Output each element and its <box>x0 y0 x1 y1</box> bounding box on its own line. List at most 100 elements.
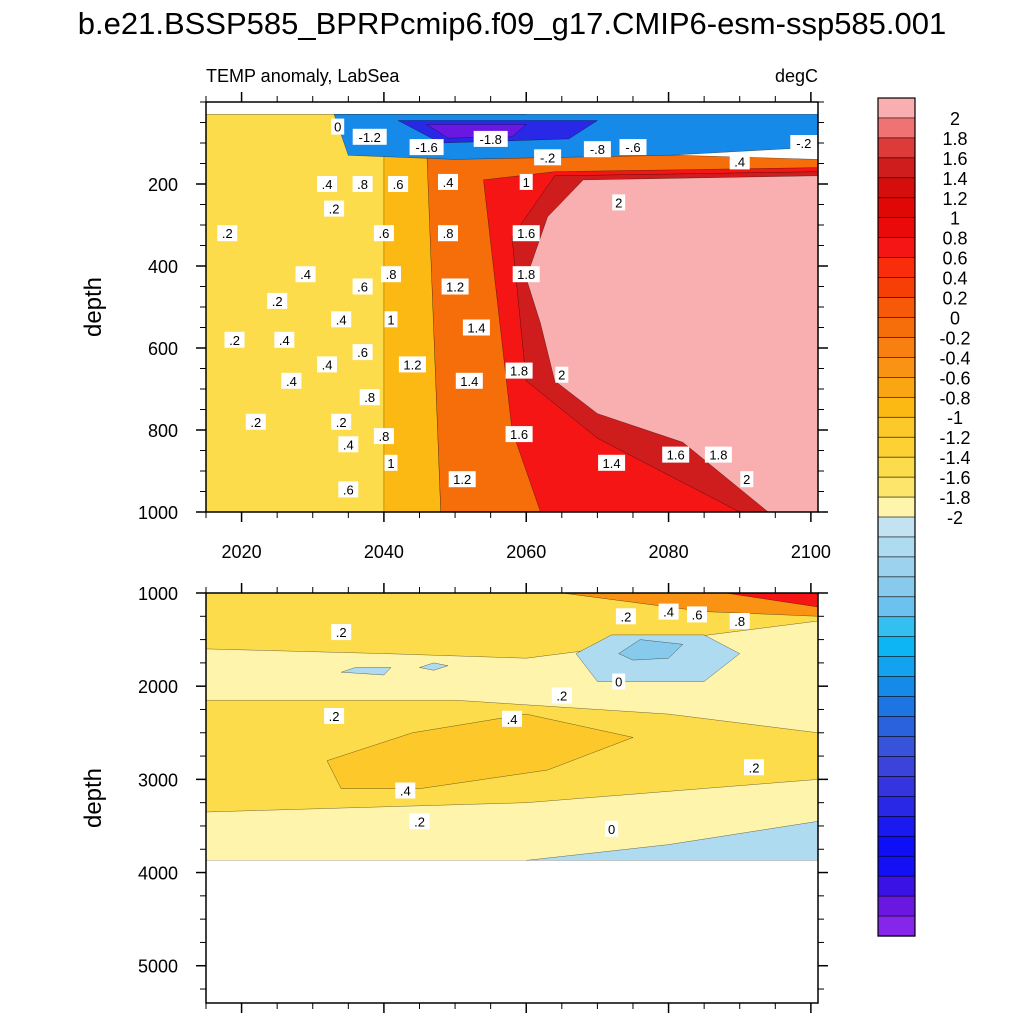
lower-panel: .2.4.6.8.20.2.2.4.2.4.2 0 100020003000400… <box>80 583 828 1013</box>
colorbar-swatch-31 <box>877 716 916 738</box>
colorbar-swatch-37 <box>877 835 916 857</box>
colorbar-label-9: 0.2 <box>942 289 967 309</box>
upper-x-tick-label-4: 2100 <box>791 542 831 562</box>
upper-contour-label-box-25 <box>267 292 288 309</box>
upper-contour-label-22: 1.8 <box>517 267 535 282</box>
upper-contour-label-38: .8 <box>364 390 375 405</box>
lower-region-3 <box>326 713 634 789</box>
upper-contour-label-box-20 <box>295 266 316 283</box>
upper-x-tick-label-0: 2020 <box>222 542 262 562</box>
upper-contour-label-box-47 <box>598 454 626 471</box>
upper-contour-label-box-6 <box>619 139 647 156</box>
upper-contour-label-box-19 <box>217 225 238 242</box>
lower-contour-label-box-2 <box>687 606 707 623</box>
lower-contour-label-0: .2 <box>620 609 631 624</box>
upper-contour-label-box-30 <box>274 331 295 348</box>
colorbar-label-14: -0.8 <box>939 388 970 408</box>
lower-region-9 <box>418 662 449 671</box>
lower-y-tick-label-0: 1000 <box>138 584 178 604</box>
upper-contour-label-31: .6 <box>357 345 368 360</box>
upper-contour-label-27: 1 <box>387 312 394 327</box>
upper-contour-label-box-15 <box>324 200 345 217</box>
lower-contour-label-box-3 <box>729 613 750 629</box>
lower-contour-label-12: 0 <box>608 822 615 837</box>
colorbar-swatch-40 <box>877 895 916 917</box>
upper-contour-label-28: 1.4 <box>467 321 485 336</box>
colorbar-swatch-19 <box>877 476 916 498</box>
upper-contour-labels: 0 -1.2 -1.6 -1.8 -.2 -.8 -.6 .4 -.2 .4 .8 .6 .4 1 2 .2.… <box>217 118 818 498</box>
colorbar-swatch-10 <box>877 297 916 319</box>
colorbar-swatch-32 <box>877 736 916 758</box>
upper-contour-label-8: -.2 <box>796 136 811 151</box>
upper-contour-label-0: 0 <box>334 120 341 135</box>
upper-contour-label-10: .8 <box>357 177 368 192</box>
upper-contour-label-6: -.6 <box>625 140 640 155</box>
upper-contour-label-box-26 <box>331 311 352 328</box>
upper-contour-label-box-12 <box>438 173 458 190</box>
lower-contour-label-8: .4 <box>507 712 518 727</box>
upper-y-tick-label-0: 200 <box>148 175 178 195</box>
colorbar-label-2: 1.6 <box>942 149 967 169</box>
colorbar-swatch-13 <box>877 357 916 378</box>
colorbar-swatch-39 <box>877 875 916 897</box>
colorbar-swatch-11 <box>877 317 916 339</box>
upper-contour-label-41: 1.6 <box>510 427 528 442</box>
upper-contour-label-30: .4 <box>279 333 290 348</box>
upper-contour-label-box-1 <box>352 128 387 145</box>
lower-contour-label-1: .4 <box>663 605 674 620</box>
lower-axes: 1000 2000 3000 4000 5000 <box>138 583 828 1013</box>
upper-contour-label-43: .4 <box>343 437 354 452</box>
colorbar-swatch-21 <box>877 516 916 538</box>
colorbar-swatch-5 <box>877 197 916 219</box>
upper-contour-label-50: .6 <box>343 482 354 497</box>
colorbar-swatch-35 <box>877 796 916 817</box>
colorbar-swatch-41 <box>877 915 916 937</box>
upper-contour-label-box-40 <box>331 413 352 430</box>
upper-contour-label-box-23 <box>352 278 373 295</box>
colorbar-swatch-4 <box>877 177 916 199</box>
upper-contour-label-box-8 <box>790 135 818 151</box>
upper-contour-label-box-13 <box>519 173 533 190</box>
upper-contour-label-box-32 <box>317 356 337 373</box>
lower-plot-frame <box>205 592 819 1004</box>
colorbar-swatch-12 <box>877 337 916 358</box>
upper-y-tick-label-1: 400 <box>148 257 178 277</box>
upper-contour-label-1: -1.2 <box>358 130 380 145</box>
colorbar-swatch-7 <box>877 237 916 259</box>
upper-x-tick-label-3: 2080 <box>649 542 689 562</box>
upper-contour-label-3: -1.8 <box>479 132 501 147</box>
upper-contour-label-box-29 <box>224 331 245 348</box>
lower-y-tick-label-4: 5000 <box>138 957 178 977</box>
upper-contour-label-box-16 <box>373 225 394 242</box>
lower-contour-label-3: .8 <box>734 614 745 629</box>
colorbar-label-15: -1 <box>947 408 963 428</box>
upper-contour-fills <box>206 114 818 512</box>
upper-x-tick-label-1: 2040 <box>364 542 404 562</box>
upper-contour-label-29: .2 <box>229 333 240 348</box>
upper-contour-label-4: -.2 <box>540 150 555 165</box>
lower-contour-label-box-7 <box>324 708 345 724</box>
upper-contour-label-box-37 <box>281 372 302 389</box>
upper-panel: TEMP anomaly, LabSea degC 0 -1.2 -1.6 -1.8 -… <box>80 66 831 562</box>
upper-contour-label-7: .4 <box>734 154 745 169</box>
lower-region-5 <box>725 593 818 608</box>
upper-contour-label-box-7 <box>729 153 750 170</box>
upper-contour-label-box-14 <box>612 194 626 211</box>
lower-contour-label-box-12 <box>605 820 619 837</box>
upper-contour-label-box-45 <box>704 446 732 463</box>
colorbar-swatch-24 <box>877 576 916 598</box>
upper-contour-label-box-18 <box>512 225 540 242</box>
upper-contour-label-box-31 <box>352 344 373 361</box>
colorbar-swatch-2 <box>877 137 916 159</box>
colorbar-swatch-30 <box>877 696 916 718</box>
upper-contour-label-box-33 <box>398 356 426 373</box>
colorbar-swatch-18 <box>877 456 916 478</box>
lower-y-tick-label-2: 3000 <box>138 770 178 790</box>
colorbar-swatch-15 <box>877 396 916 418</box>
upper-contour-label-box-17 <box>438 225 458 242</box>
upper-contour-label-box-9 <box>317 176 337 192</box>
upper-contour-label-23: .6 <box>357 280 368 295</box>
upper-contour-label-20: .4 <box>300 267 311 282</box>
upper-contour-label-box-27 <box>384 311 398 328</box>
colorbar-label-13: -0.6 <box>939 368 970 388</box>
